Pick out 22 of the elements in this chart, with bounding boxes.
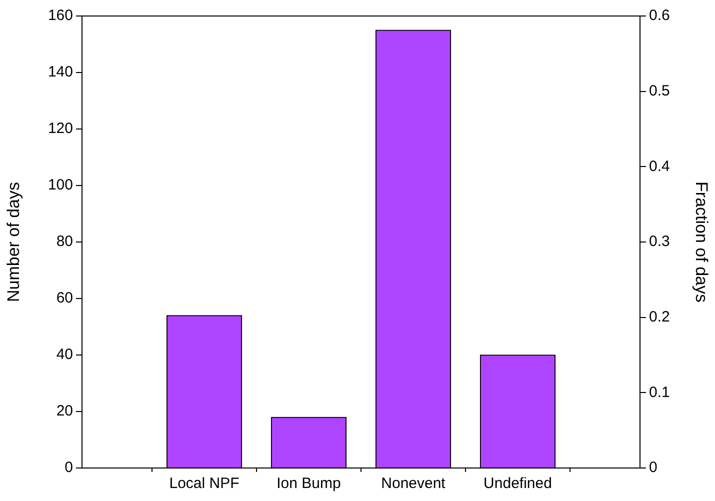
y2-tick-label: 0.2: [649, 308, 670, 326]
x-tick-label: Nonevent: [381, 475, 446, 492]
x-tick-label: Undefined: [484, 475, 552, 492]
y2-tick-label: 0: [649, 459, 658, 476]
y-axis-title: Number of days: [4, 182, 23, 302]
y2-tick-label: 0.6: [649, 7, 670, 24]
y2-tick-label: 0.5: [649, 82, 670, 100]
y-tick-label: 100: [48, 176, 73, 194]
y2-tick-label: 0.1: [649, 384, 670, 401]
y-tick-label: 160: [48, 7, 73, 24]
y-tick-label: 140: [48, 64, 73, 81]
x-tick-label: Ion Bump: [276, 475, 341, 492]
y-tick-label: 20: [56, 402, 73, 420]
y2-tick-label: 0.4: [649, 158, 670, 175]
y2-axis-title: Fraction of days: [692, 182, 712, 302]
y-tick-label: 120: [48, 120, 73, 138]
y-tick-label: 60: [56, 290, 73, 307]
y-tick-label: 0: [64, 459, 73, 476]
y-tick-label: 80: [56, 233, 73, 250]
y2-tick-label: 0.3: [649, 233, 670, 250]
y-tick-label: 40: [56, 346, 73, 364]
x-tick-label: Local NPF: [169, 475, 240, 492]
